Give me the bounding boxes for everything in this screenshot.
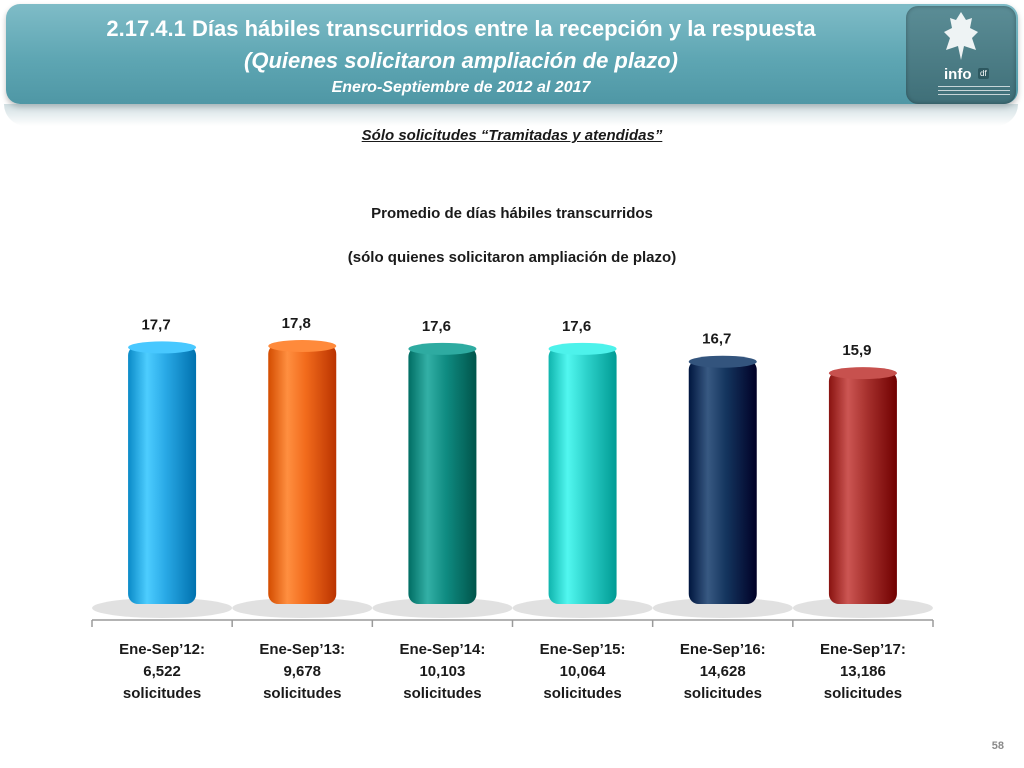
bar-cap	[128, 341, 197, 354]
x-tick-label: solicitudes	[263, 685, 341, 702]
x-tick-label: Ene-Sep’17:	[820, 641, 906, 658]
header-shadow	[4, 104, 1018, 126]
x-tick-label: 10,103	[419, 663, 465, 680]
data-label: 15,9	[842, 342, 871, 359]
x-tick-label: Ene-Sep’13:	[259, 641, 345, 658]
bar-cap	[828, 367, 897, 380]
bar-shadow	[92, 598, 233, 618]
x-tick-label: Ene-Sep’15:	[540, 641, 626, 658]
bar-shadow	[232, 598, 373, 618]
filter-note: Sólo solicitudes “Tramitadas y atendidas…	[361, 127, 663, 144]
bar-cap	[408, 342, 477, 355]
x-tick-label: 6,522	[143, 663, 181, 680]
data-label: 17,6	[422, 318, 451, 335]
bar	[548, 342, 617, 604]
logo-fine-print	[938, 86, 1010, 98]
x-tick-label: Ene-Sep’14:	[399, 641, 485, 658]
x-tick-label: solicitudes	[824, 685, 902, 702]
bar	[408, 342, 477, 604]
page-period: Enero-Septiembre de 2012 al 2017	[331, 79, 591, 96]
bar-chart: 17,7 Ene-Sep’12: 6,522 solicitudes 17,8 Ene-S…	[91, 315, 934, 702]
bar-cap	[548, 342, 617, 355]
x-tick-label: 9,678	[283, 663, 321, 680]
x-tick-label: 10,064	[560, 663, 607, 680]
bar	[268, 340, 337, 604]
bar	[828, 367, 897, 604]
bar-cap	[688, 355, 757, 368]
x-tick-label: solicitudes	[543, 685, 621, 702]
bar	[128, 341, 197, 604]
page-title: 2.17.4.1 Días hábiles transcurridos entr…	[106, 16, 816, 41]
x-tick-label: Ene-Sep’12:	[119, 641, 205, 658]
bar-shadow	[372, 598, 513, 618]
data-label: 17,6	[562, 318, 591, 335]
bar-shadow	[512, 598, 653, 618]
bar-body	[128, 345, 197, 604]
bar-body	[268, 344, 337, 604]
data-label: 16,7	[702, 331, 731, 348]
bar-body	[408, 346, 477, 604]
page-number: 58	[991, 740, 1004, 752]
monument-icon	[944, 12, 978, 60]
chart-subtitle: (sólo quienes solicitaron ampliación de …	[347, 249, 677, 266]
data-label: 17,7	[141, 316, 170, 333]
page-subtitle: (Quienes solicitaron ampliación de plazo…	[244, 48, 678, 73]
bar-shadow	[652, 598, 793, 618]
x-tick-label: 13,186	[840, 663, 886, 680]
bar-body	[688, 359, 757, 604]
x-tick-label: solicitudes	[684, 685, 762, 702]
bar-body	[548, 346, 617, 604]
x-tick-label: Ene-Sep’16:	[680, 641, 766, 658]
infodf-logo: info df	[906, 6, 1016, 104]
bar-cap	[268, 340, 337, 352]
bar-body	[828, 371, 897, 604]
bar-shadow	[792, 598, 933, 618]
x-tick-label: 14,628	[700, 663, 746, 680]
x-tick-label: solicitudes	[403, 685, 481, 702]
chart-title: Promedio de días hábiles transcurridos	[371, 205, 653, 222]
logo-text: info	[944, 66, 972, 83]
header-banner: 2.17.4.1 Días hábiles transcurridos entr…	[6, 4, 1018, 104]
data-label: 17,8	[282, 315, 311, 332]
logo-tag: df	[978, 68, 989, 79]
bar	[688, 355, 757, 604]
x-tick-label: solicitudes	[123, 685, 201, 702]
